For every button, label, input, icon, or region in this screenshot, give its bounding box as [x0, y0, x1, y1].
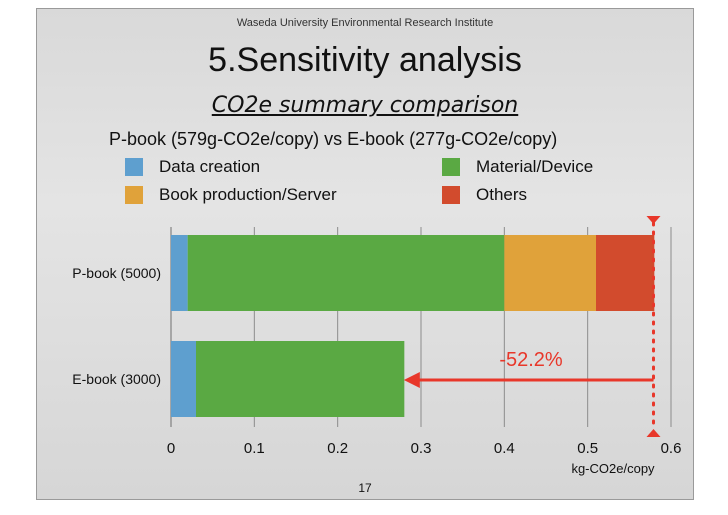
x-tick-label: 0 [167, 440, 175, 457]
legend-label: Data creation [159, 157, 261, 176]
x-tick-label: 0.4 [494, 440, 515, 457]
legend-label: Others [476, 185, 528, 204]
bar-segment [171, 341, 196, 417]
x-tick-label: 0.2 [327, 440, 348, 457]
category-label: P-book (5000) [72, 265, 161, 281]
reference-bottom-triangle [646, 429, 661, 437]
legend-swatch-book-production-server [125, 186, 143, 204]
x-tick-label: 0.1 [244, 440, 265, 457]
x-tick-label: 0.6 [661, 440, 682, 457]
bar-segment [196, 341, 405, 417]
institute-header: Waseda University Environmental Research… [236, 17, 494, 29]
page-number: 17 [358, 481, 372, 495]
slide: Waseda University Environmental Research… [36, 8, 694, 500]
reduction-label: -52.2% [499, 349, 563, 371]
legend-item-others: Others [442, 184, 527, 206]
x-axis-title: kg-CO2e/copy [571, 461, 655, 476]
legend-swatch-others [442, 186, 460, 204]
legend-swatch-material-device [442, 158, 460, 176]
stacked-bar-chart: P-book (5000) E-book (3000) 0 0.1 0.2 0.3 0.4 0… [72, 216, 682, 476]
comparison-heading: P-book (579g-CO2e/copy) vs E-book (277g-… [109, 129, 558, 149]
legend-label: Book production/Server [159, 185, 337, 204]
category-label: E-book (3000) [72, 371, 161, 387]
x-tick-label: 0.3 [411, 440, 432, 457]
reduction-arrow-head [403, 372, 420, 388]
slide-title: 5.Sensitivity analysis [208, 41, 522, 79]
legend-item-data-creation: Data creation [125, 156, 260, 178]
bar-segment [504, 235, 596, 311]
bar-segment [171, 235, 188, 311]
legend-swatch-data-creation [125, 158, 143, 176]
bar-segment [187, 235, 505, 311]
legend-label: Material/Device [476, 157, 594, 176]
bar-segment [596, 235, 655, 311]
reference-top-triangle [646, 216, 661, 224]
x-tick-label: 0.5 [577, 440, 598, 457]
legend-item-book-production-server: Book production/Server [125, 184, 337, 206]
slide-subtitle: CO2e summary comparison [211, 93, 519, 118]
legend-item-material-device: Material/Device [442, 156, 593, 178]
